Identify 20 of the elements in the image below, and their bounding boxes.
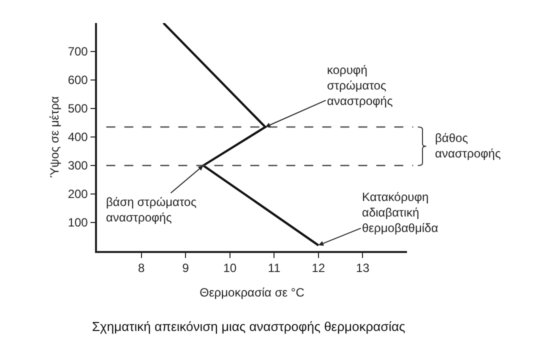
y-tick-label: 600 (68, 73, 88, 88)
annotation: Κατακόρυφη αδιαβατική θερμοβαθμίδα (362, 190, 438, 236)
text: Σχηματική απεικόνιση μιας αναστροφής θερμοκρασίας (92, 319, 406, 334)
x-tick-label: 11 (268, 261, 281, 276)
annotation: κορυφή στρώματος αναστροφής (327, 63, 393, 108)
text: βάθος αναστροφής (435, 131, 501, 161)
y-tick-label: 200 (68, 187, 88, 202)
x-tick-label: 12 (312, 261, 326, 276)
x-tick-label: 13 (356, 261, 370, 276)
y-axis-title: Ύψος σε μέτρα (48, 96, 62, 178)
annotation: βάση στρώματος αναστροφής (106, 195, 197, 225)
y-tick-label: 400 (68, 130, 88, 144)
y-tick-label: 700 (68, 44, 88, 59)
x-tick-label: 8 (138, 261, 145, 276)
x-tick-label: 9 (182, 261, 190, 276)
y-tick-label: 500 (68, 102, 88, 116)
x-axis-title: Θερμοκρασία σε °C (200, 286, 305, 300)
y-tick-label: 100 (68, 216, 88, 230)
y-tick-label: 300 (68, 158, 88, 173)
x-tick-label: 10 (223, 261, 237, 276)
